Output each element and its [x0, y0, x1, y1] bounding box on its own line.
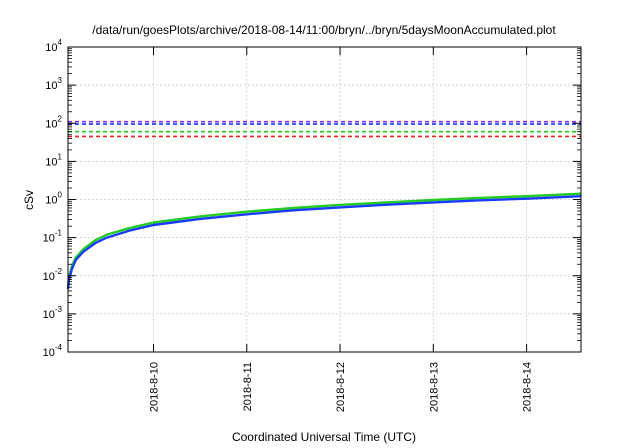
x-tick-label: 2018-8-12	[335, 362, 347, 412]
y-tick-base: 10	[43, 347, 55, 359]
y-tick-exponent: 2	[58, 114, 63, 123]
x-tick-label: 2018-8-14	[522, 362, 534, 412]
y-tick-base: 10	[45, 195, 57, 207]
threshold-lines	[68, 120, 581, 138]
y-tick-base: 10	[45, 156, 57, 168]
x-tick-label: 2018-8-13	[428, 362, 440, 412]
y-tick-label: 104	[45, 38, 62, 54]
y-tick-label: 101	[45, 152, 62, 168]
y-tick-exponent: 3	[58, 76, 63, 85]
y-tick-base: 10	[45, 80, 57, 92]
y-tick-label: 10-4	[43, 343, 63, 359]
x-tick-label: 2018-8-10	[149, 362, 161, 412]
y-tick-label: 103	[45, 76, 62, 92]
y-tick-base: 10	[45, 42, 57, 54]
y-tick-label: 100	[45, 191, 62, 207]
x-tick-label: 2018-8-11	[242, 362, 254, 411]
y-tick-exponent: -1	[55, 229, 63, 238]
y-tick-base: 10	[43, 309, 55, 321]
x-axis-ticks: 2018-8-10 2018-8-11 2018-8-12 2018-8-13 2018…	[149, 47, 534, 412]
y-tick-exponent: 1	[58, 152, 63, 161]
y-tick-exponent: 4	[58, 38, 63, 47]
y-tick-base: 10	[43, 271, 55, 283]
series-lines	[66, 192, 582, 290]
y-tick-exponent: -2	[55, 267, 63, 276]
chart-title: /data/run/goesPlots/archive/2018-08-14/1…	[92, 23, 556, 37]
y-tick-label: 10-1	[43, 229, 63, 245]
x-axis-label: Coordinated Universal Time (UTC)	[232, 430, 416, 444]
y-axis-label: cSv	[22, 190, 36, 210]
y-tick-exponent: -3	[55, 305, 63, 314]
y-tick-label: 102	[45, 114, 62, 130]
y-tick-label: 10-2	[43, 267, 63, 283]
series-line	[66, 195, 582, 290]
y-tick-label: 10-3	[43, 305, 63, 321]
y-tick-base: 10	[43, 233, 55, 245]
y-tick-exponent: 0	[58, 191, 63, 200]
y-tick-exponent: -4	[55, 343, 63, 352]
y-tick-base: 10	[45, 118, 57, 130]
